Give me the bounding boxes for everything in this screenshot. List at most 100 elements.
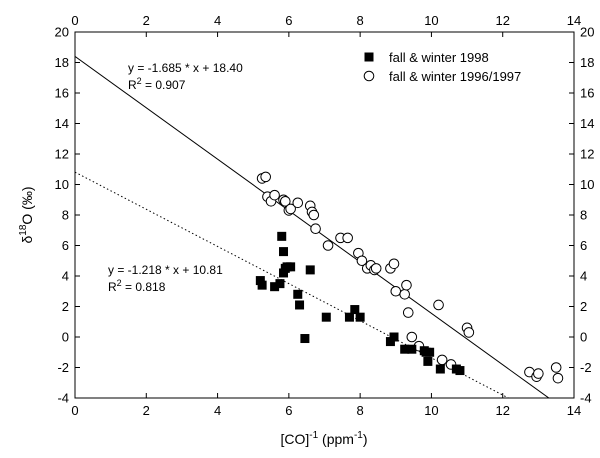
fit-equation-1998: y = -1.218 * x + 10.81 [108, 263, 223, 277]
y-tick-label-right: 0 [580, 330, 587, 345]
x-tick-label-top: 2 [143, 13, 150, 28]
x-tick-label-top: 8 [357, 13, 364, 28]
y-tick-label-left: -4 [57, 391, 69, 406]
x-tick-label-bottom: 6 [285, 403, 292, 418]
point-1996-1997 [390, 285, 402, 297]
point-1998 [385, 337, 395, 347]
y-tick-label-left: 0 [62, 330, 69, 345]
legend-label-1996: fall & winter 1996/1997 [389, 69, 521, 84]
point-1998 [355, 312, 365, 322]
point-1998 [407, 344, 417, 354]
legend-marker-1996 [363, 70, 375, 82]
y-tick-label-left: 6 [62, 238, 69, 253]
y-tick-label-right: 20 [580, 25, 594, 40]
fit-r2-1998: R2 = 0.818 [108, 278, 166, 294]
y-tick-label-right: 14 [580, 116, 594, 131]
x-tick-label-bottom: 14 [567, 403, 581, 418]
y-tick-label-right: -2 [580, 360, 592, 375]
point-1996-1997 [388, 258, 400, 270]
point-1998 [255, 276, 265, 286]
point-1998 [389, 332, 399, 342]
x-tick-label-bottom: 2 [143, 403, 150, 418]
point-1996-1997 [402, 307, 414, 318]
legend-marker-1998 [364, 52, 374, 62]
point-1996-1997 [310, 223, 321, 235]
point-1998 [293, 289, 303, 299]
y-tick-label-right: 4 [580, 269, 587, 284]
point-1996-1997 [463, 327, 475, 338]
y-tick-label-left: 18 [55, 55, 69, 70]
point-1998 [300, 334, 310, 344]
point-1996-1997 [370, 263, 382, 274]
y-tick-label-left: 14 [55, 116, 69, 131]
point-1996-1997 [279, 195, 291, 207]
legend-label-1998: fall & winter 1998 [389, 50, 489, 65]
y-tick-label-right: 6 [580, 238, 587, 253]
y-tick-label-right: 2 [580, 299, 587, 314]
x-tick-label-bottom: 4 [214, 403, 221, 418]
legend: fall & winter 1998 fall & winter 1996/19… [363, 50, 521, 84]
point-1998 [455, 366, 465, 376]
point-1996-1997 [401, 279, 412, 291]
point-1996-1997 [406, 331, 418, 343]
point-1998 [423, 356, 433, 366]
y-tick-label-left: 10 [55, 177, 69, 192]
x-tick-label-bottom: 0 [71, 403, 78, 418]
point-1998 [435, 364, 445, 374]
point-1996-1997 [552, 372, 564, 384]
y-tick-label-left: 16 [55, 86, 69, 101]
x-tick-label-top: 12 [495, 13, 509, 28]
point-1996-1997 [436, 354, 448, 366]
point-1998 [286, 262, 296, 272]
point-1996-1997 [322, 240, 334, 251]
y-tick-label-right: 10 [580, 177, 594, 192]
fit-equation-1996: y = -1.685 * x + 18.40 [128, 61, 243, 75]
x-tick-label-top: 4 [214, 13, 221, 28]
data-points [255, 171, 564, 384]
point-1998 [279, 268, 289, 278]
x-tick-label-bottom: 12 [495, 403, 509, 418]
point-1998 [275, 279, 285, 289]
y-tick-label-left: 4 [62, 269, 69, 284]
y-tick-label-left: 12 [55, 147, 69, 162]
point-1998 [270, 282, 280, 292]
point-1998 [295, 300, 305, 310]
point-1996-1997 [292, 197, 304, 209]
y-tick-label-left: 20 [55, 25, 69, 40]
y-tick-label-left: 8 [62, 208, 69, 223]
point-1996-1997 [533, 368, 544, 379]
y-tick-label-left: 2 [62, 299, 69, 314]
point-1996-1997 [433, 299, 444, 311]
point-1998 [305, 265, 315, 275]
x-axis-title: [CO]-1 (ppm-1) [280, 430, 367, 447]
fit-r2-1996: R2 = 0.907 [128, 76, 186, 92]
point-1996-1997 [356, 255, 368, 267]
point-1998 [344, 312, 354, 322]
x-tick-label-bottom: 10 [424, 403, 438, 418]
point-1998 [277, 231, 287, 241]
x-tick-label-top: 0 [71, 13, 78, 28]
point-1996-1997 [342, 232, 353, 244]
x-tick-label-top: 6 [285, 13, 292, 28]
point-1998 [257, 280, 267, 290]
point-1998 [425, 347, 435, 357]
y-axis-title: δ18O (‰) [18, 186, 35, 243]
point-1996-1997 [550, 362, 562, 373]
y-tick-label-right: 12 [580, 147, 594, 162]
point-1996-1997 [308, 209, 320, 221]
point-1998 [350, 305, 360, 315]
y-tick-label-right: 8 [580, 208, 587, 223]
y-tick-label-right: 18 [580, 55, 594, 70]
point-1998 [400, 344, 410, 354]
x-tick-label-top: 14 [567, 13, 581, 28]
y-tick-label-left: -2 [57, 360, 69, 375]
x-tick-label-bottom: 8 [357, 403, 364, 418]
point-1996-1997 [399, 289, 410, 300]
point-1996-1997 [285, 203, 296, 215]
point-1996-1997 [260, 171, 271, 183]
point-1998 [321, 312, 331, 322]
point-1996-1997 [269, 189, 280, 201]
x-tick-label-top: 10 [424, 13, 438, 28]
